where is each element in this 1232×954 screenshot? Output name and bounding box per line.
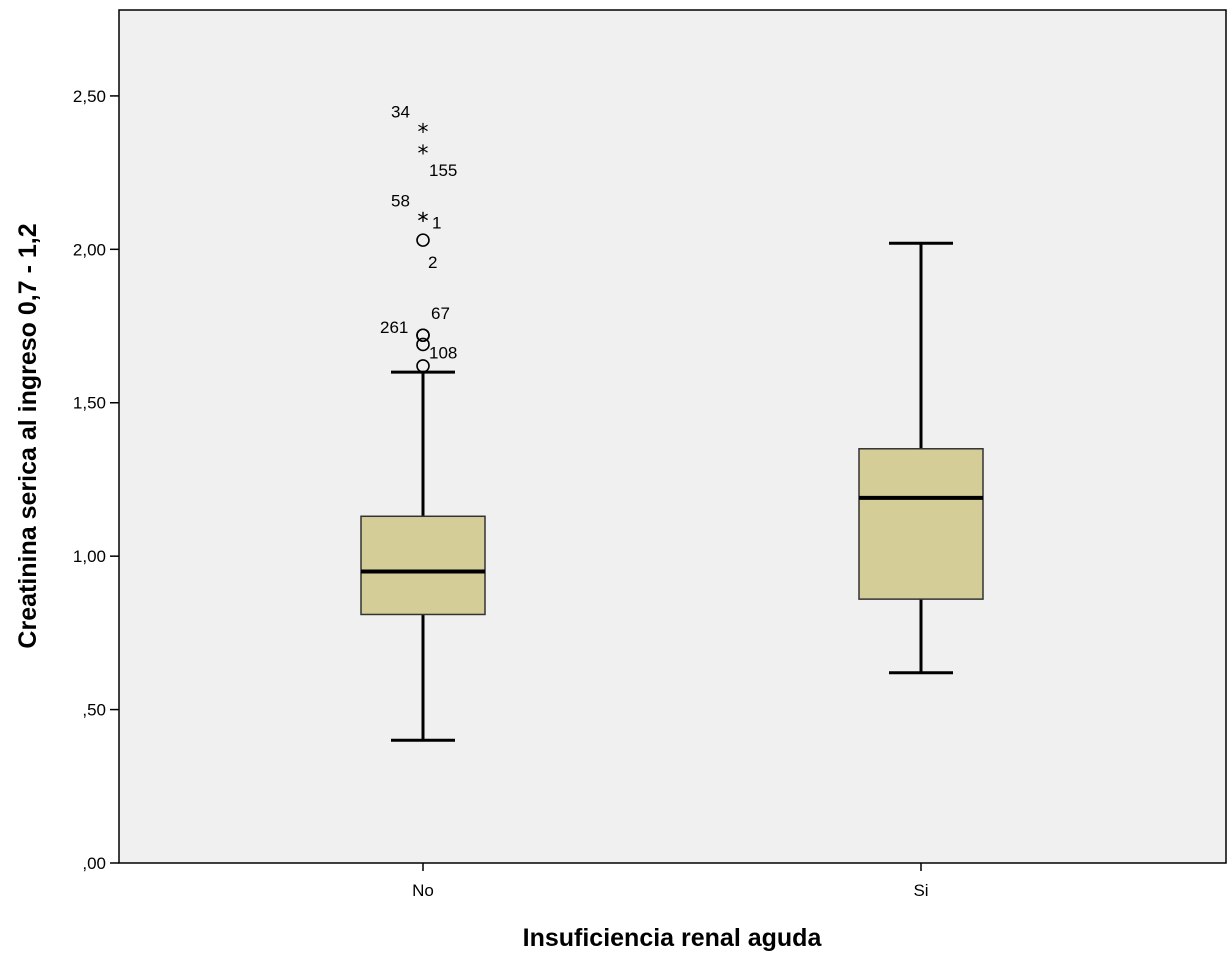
outlier-label: 108 xyxy=(429,343,457,362)
outlier-label: 34 xyxy=(391,103,410,122)
iqr-box xyxy=(858,448,984,600)
outlier-circle xyxy=(416,337,430,352)
outlier-star: * xyxy=(418,210,429,235)
outlier-circle xyxy=(416,328,430,343)
x-tick-label: No xyxy=(412,881,434,900)
outlier-star: * xyxy=(418,121,429,146)
outlier-label: 155 xyxy=(429,161,457,180)
outlier-label: 1 xyxy=(432,214,441,233)
x-tick-label: Si xyxy=(913,881,928,900)
y-tick-label: 1,50 xyxy=(73,394,106,413)
iqr-box xyxy=(360,515,486,616)
box-si xyxy=(858,241,984,675)
outlier-label: 2 xyxy=(428,253,437,272)
plot-area xyxy=(118,9,1227,864)
y-tick-label: 2,50 xyxy=(73,87,106,106)
y-tick-label: ,50 xyxy=(82,701,106,720)
y-tick-label: 2,00 xyxy=(73,240,106,259)
y-tick-label: ,00 xyxy=(82,854,106,873)
outlier-star: * xyxy=(418,142,429,167)
boxes xyxy=(360,241,984,742)
outlier-label: 58 xyxy=(391,192,410,211)
box-no xyxy=(360,370,486,742)
outlier-label: 67 xyxy=(431,304,450,323)
x-axis-title: Insuficiencia renal aguda xyxy=(523,924,823,952)
outlier-circle xyxy=(416,233,430,247)
y-axis-title: Creatinina serica al ingreso 0,7 - 1,2 xyxy=(14,223,42,648)
y-axis: ,00 ,50 1,00 1,50 2,00 2,50 xyxy=(73,87,119,873)
x-axis: No Si xyxy=(412,863,929,900)
outlier-star: * xyxy=(418,210,429,235)
outlier-label: 261 xyxy=(380,318,408,337)
outlier-circle xyxy=(416,359,430,373)
y-tick-label: 1,00 xyxy=(73,547,106,566)
